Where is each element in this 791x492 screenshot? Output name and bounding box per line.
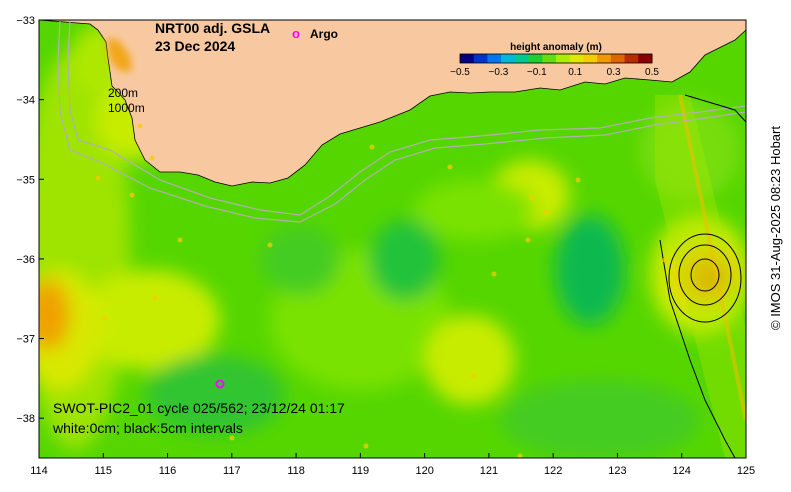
- colorbar-swatch: [597, 54, 612, 63]
- x-tick-label: 114: [30, 465, 48, 477]
- x-tick-label: 115: [94, 465, 112, 477]
- colorbar-swatch: [460, 54, 475, 63]
- colorbar-ticks: −0.5 −0.3 −0.1 0.1 0.3 0.5: [450, 67, 659, 78]
- product-title: NRT00 adj. GSLA: [155, 20, 270, 36]
- colorbar-swatches: [460, 54, 653, 63]
- colorbar-swatch: [528, 54, 543, 63]
- argo-legend-symbol: o: [292, 26, 300, 41]
- x-tick-label: 125: [737, 465, 755, 477]
- colorbar-swatch: [624, 54, 639, 63]
- colorbar-title: height anomaly (m): [510, 42, 602, 53]
- y-tick-label: −36: [16, 254, 35, 266]
- y-tick-label: −35: [16, 174, 35, 186]
- colorbar-swatch: [556, 54, 571, 63]
- argo-legend-label: Argo: [310, 27, 338, 41]
- contour-lines: [659, 94, 746, 458]
- colorbar-swatch: [542, 54, 557, 63]
- coastal-anomaly: [106, 38, 132, 72]
- isobath-label-200: 200m: [108, 86, 138, 100]
- swot-swath: [655, 95, 746, 458]
- isobath-label-1000: 1000m: [108, 101, 145, 115]
- swot-info-line2: white:0cm; black:5cm intervals: [52, 420, 243, 436]
- x-tick-label: 123: [608, 465, 626, 477]
- colorbar-tick-label: −0.3: [489, 67, 509, 78]
- colorbar-tick-label: −0.5: [450, 67, 470, 78]
- colorbar-swatch: [514, 54, 530, 63]
- x-axis: 114 115 116 117 118 119 120 121 122 123 124 125: [30, 453, 755, 477]
- x-tick-label: 124: [673, 465, 691, 477]
- colorbar-swatch: [638, 54, 653, 63]
- colorbar-tick-label: 0.3: [607, 67, 621, 78]
- y-tick-label: −34: [16, 95, 35, 107]
- colorbar-tick-label: 0.1: [568, 67, 582, 78]
- y-tick-label: −37: [16, 334, 35, 346]
- x-tick-label: 117: [223, 465, 241, 477]
- x-tick-label: 122: [544, 465, 562, 477]
- colorbar-tick-label: 0.5: [645, 67, 659, 78]
- observation-dots: [95, 123, 668, 458]
- isobath-lines: [57, 20, 746, 223]
- argo-float-marker[interactable]: [215, 379, 225, 389]
- x-tick-label: 116: [159, 465, 177, 477]
- y-tick-label: −33: [16, 15, 35, 27]
- colorbar-tick-label: −0.1: [527, 67, 547, 78]
- y-axis: −33 −34 −35 −36 −37 −38: [16, 15, 44, 425]
- x-tick-label: 121: [480, 465, 498, 477]
- colorbar-swatch: [610, 54, 626, 63]
- anomaly-blobs: [39, 25, 746, 458]
- y-tick-label: −38: [16, 413, 35, 425]
- swot-info-line1: SWOT-PIC2_01 cycle 025/562; 23/12/24 01:…: [53, 400, 345, 416]
- colorbar-swatch: [501, 54, 516, 63]
- plot-frame: [38, 19, 747, 459]
- colorbar-swatch: [487, 54, 502, 63]
- colorbar-swatch: [569, 54, 584, 63]
- x-tick-label: 119: [352, 465, 370, 477]
- colorbar-swatch: [473, 54, 488, 63]
- colorbar-swatch: [583, 54, 598, 63]
- credit-text: © IMOS 31-Aug-2025 08:23 Hobart: [768, 126, 783, 330]
- x-tick-label: 118: [287, 465, 305, 477]
- map-date: 23 Dec 2024: [155, 38, 235, 54]
- colorbar: height anomaly (m) −0.5 −0.3 −0.1 0.1 0.3 0.5: [450, 42, 659, 78]
- x-tick-label: 120: [415, 465, 433, 477]
